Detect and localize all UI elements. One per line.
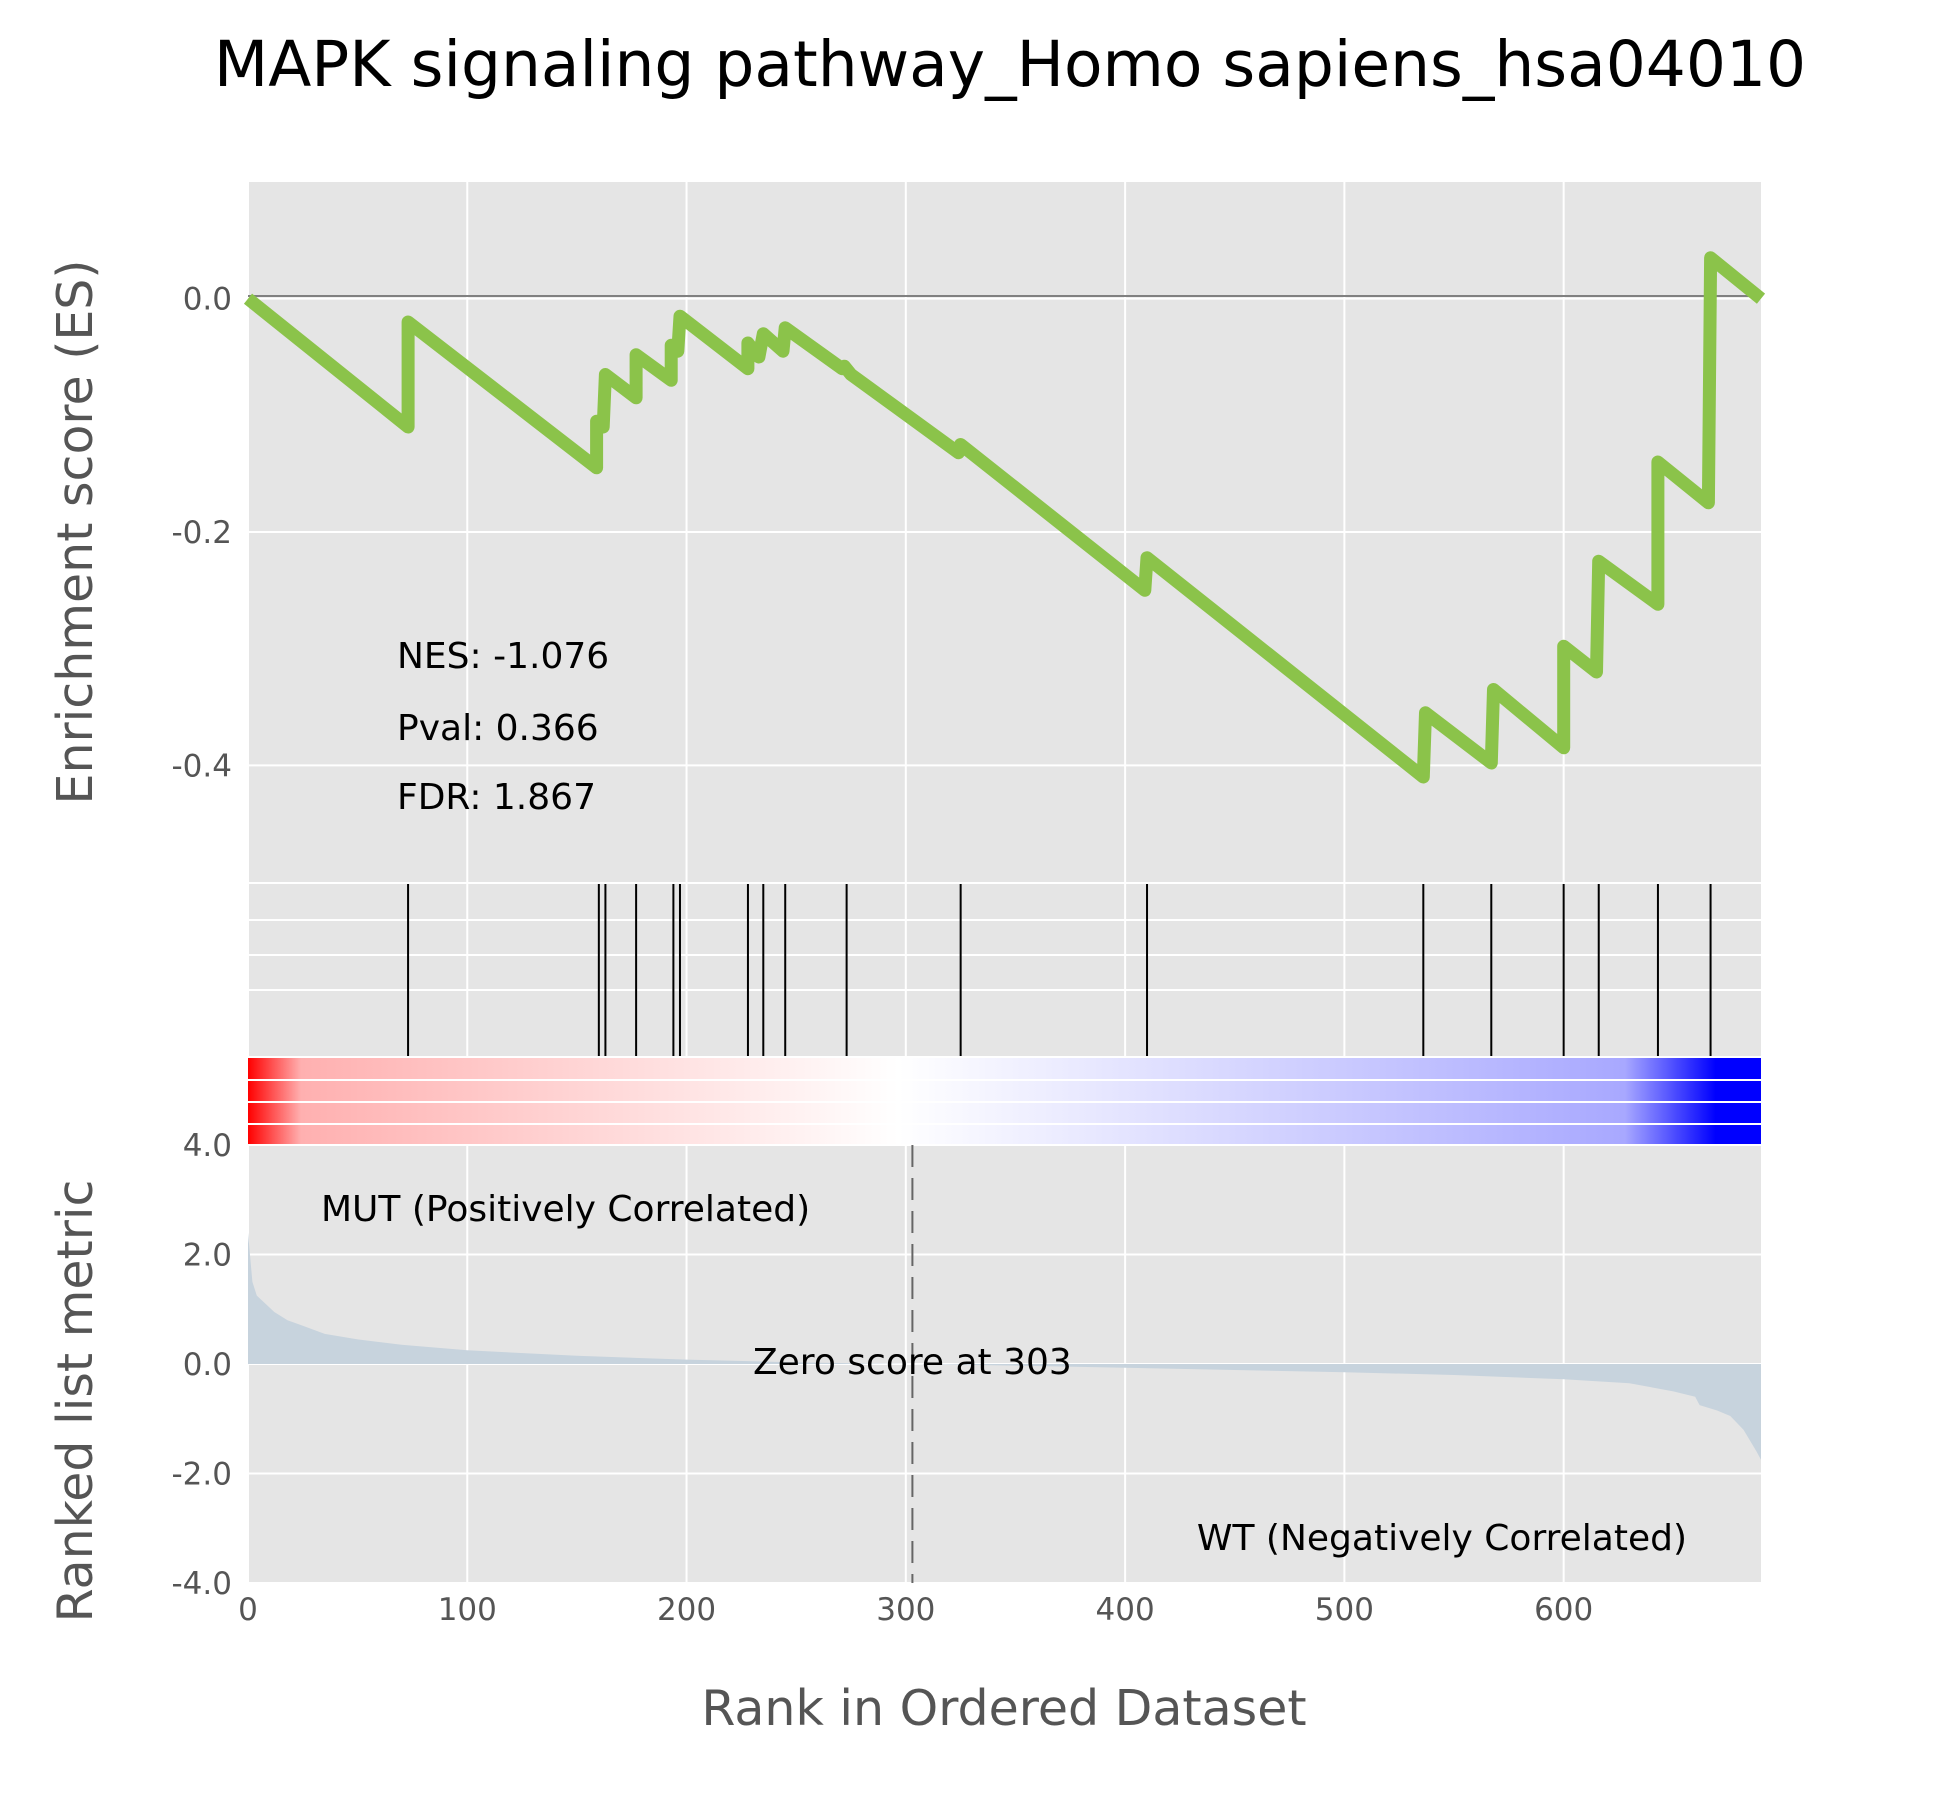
rank-y-ticks: 4.0 2.0 0.0 -2.0 -4.0 — [172, 1128, 233, 1602]
rank-heatmap — [248, 1058, 1761, 1145]
x-tick-label: 100 — [438, 1592, 497, 1628]
nes-label: NES: -1.076 — [397, 636, 609, 677]
es-y-axis-label: Enrichment score (ES) — [47, 259, 104, 804]
es-panel: 0.0 -0.2 -0.4 NES: -1.076 Pval: 0.366 FDR:… — [47, 182, 1766, 882]
rank-y-tick-label: -2.0 — [172, 1457, 233, 1493]
rank-panel: Zero score at 303 MUT (Positively Correl… — [47, 1128, 1761, 1622]
rank-y-tick-label: 2.0 — [183, 1238, 232, 1274]
x-tick-label: 0 — [238, 1592, 258, 1628]
pval-label: Pval: 0.366 — [397, 708, 599, 749]
es-y-ticks: 0.0 -0.2 -0.4 — [172, 282, 233, 785]
rank-y-tick-label: 0.0 — [183, 1347, 232, 1383]
hits-panel — [247, 884, 1761, 1056]
es-y-tick-label: -0.2 — [172, 515, 233, 551]
hits-panel-background — [248, 884, 1761, 1056]
es-y-tick-label: 0.0 — [183, 282, 232, 318]
es-annotations: NES: -1.076 Pval: 0.366 FDR: 1.867 — [397, 636, 609, 818]
x-axis-label: Rank in Ordered Dataset — [701, 1680, 1306, 1737]
positive-correlation-label: MUT (Positively Correlated) — [321, 1189, 810, 1230]
x-tick-label: 200 — [657, 1592, 716, 1628]
es-line — [243, 251, 1766, 784]
es-y-tick-label: -0.4 — [172, 748, 233, 784]
x-tick-label: 400 — [1096, 1592, 1155, 1628]
rank-y-tick-label: 4.0 — [183, 1128, 232, 1164]
x-tick-label: 300 — [876, 1592, 935, 1628]
zero-score-label: Zero score at 303 — [753, 1342, 1072, 1383]
negative-correlation-label: WT (Negatively Correlated) — [1197, 1518, 1687, 1559]
x-tick-label: 600 — [1534, 1592, 1593, 1628]
x-axis-ticks: 0 100 200 300 400 500 600 — [238, 1592, 1593, 1628]
fdr-label: FDR: 1.867 — [397, 777, 596, 818]
es-grid — [247, 182, 1761, 882]
chart-title: MAPK signaling pathway_Homo sapiens_hsa0… — [214, 28, 1806, 101]
rank-y-axis-label: Ranked list metric — [47, 1180, 104, 1623]
x-tick-label: 500 — [1315, 1592, 1374, 1628]
rank-y-tick-label: -4.0 — [172, 1566, 233, 1602]
hit-markers — [407, 884, 1712, 1056]
